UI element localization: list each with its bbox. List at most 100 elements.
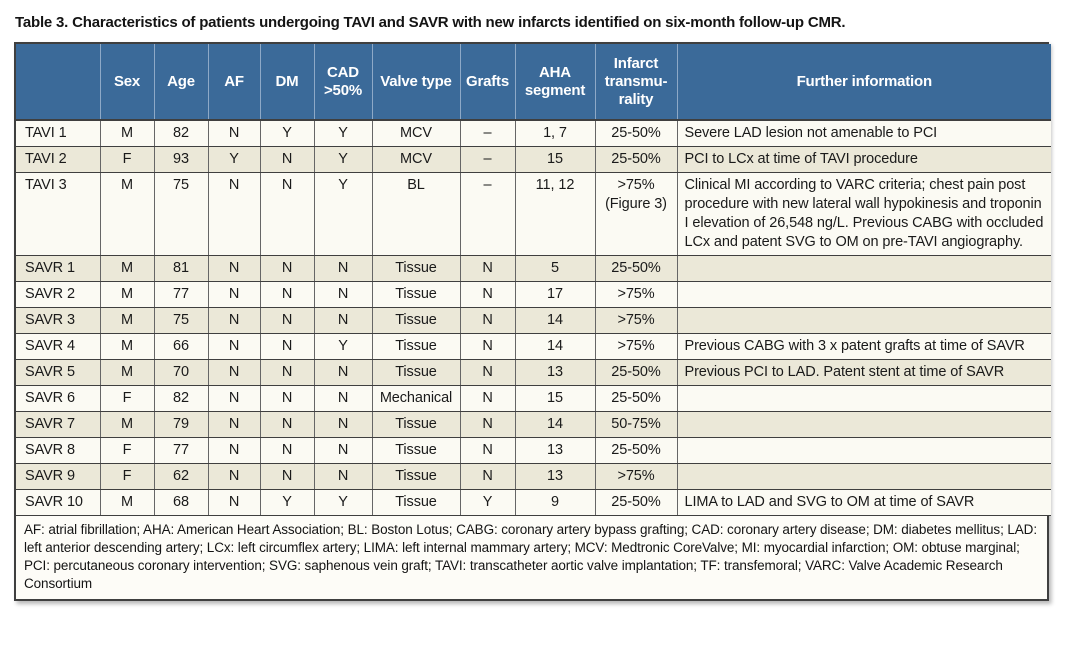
header-cell-id — [16, 44, 101, 121]
table-header-row: Sex Age AF DM CAD >50% Valve type Grafts AHA se… — [16, 44, 1051, 121]
cell-sex: M — [100, 307, 155, 334]
cell-age: 82 — [154, 385, 209, 412]
cell-sex: F — [100, 437, 155, 464]
cell-cad: N — [314, 437, 373, 464]
cell-id: SAVR 1 — [16, 255, 101, 282]
cell-af: N — [208, 120, 261, 147]
cell-dm: N — [260, 146, 315, 173]
cell-age: 81 — [154, 255, 209, 282]
cell-age: 79 — [154, 411, 209, 438]
abbreviations-footnote: AF: atrial fibrillation; AHA: American H… — [16, 516, 1047, 599]
cell-transmurality: 25-50% — [595, 489, 678, 516]
cell-valve: Tissue — [372, 411, 461, 438]
table-row: SAVR 5 M 70 N N N Tissue N 13 25-50% Previous PCI … — [16, 359, 1051, 386]
cell-aha: 13 — [515, 463, 596, 490]
cell-aha: 9 — [515, 489, 596, 516]
cell-cad: Y — [314, 489, 373, 516]
header-cell-info: Further information — [677, 44, 1051, 121]
cell-cad: N — [314, 359, 373, 386]
cell-age: 77 — [154, 437, 209, 464]
cell-dm: N — [260, 385, 315, 412]
cell-age: 82 — [154, 120, 209, 147]
cell-transmurality: >75% — [595, 333, 678, 360]
cell-af: N — [208, 307, 261, 334]
cell-aha: 11, 12 — [515, 172, 596, 256]
cell-info: PCI to LCx at time of TAVI procedure — [677, 146, 1051, 173]
cell-age: 77 — [154, 281, 209, 308]
cell-id: SAVR 8 — [16, 437, 101, 464]
cell-grafts: N — [460, 359, 516, 386]
cell-transmurality: >75% (Figure 3) — [595, 172, 678, 256]
cell-sex: M — [100, 120, 155, 147]
table-row: TAVI 1 M 82 N Y Y MCV –1, 7 25-50% Severe LAD les… — [16, 120, 1051, 147]
cell-id: SAVR 4 — [16, 333, 101, 360]
cell-info — [677, 437, 1051, 464]
cell-valve: MCV — [372, 146, 461, 173]
cell-dm: Y — [260, 120, 315, 147]
cell-transmurality: 50-75% — [595, 411, 678, 438]
cell-af: N — [208, 255, 261, 282]
cell-sex: F — [100, 385, 155, 412]
table-row: SAVR 4 M 66 N N Y Tissue N 14 >75% Previous CABG w… — [16, 333, 1051, 360]
table-body: TAVI 1 M 82 N Y Y MCV –1, 7 25-50% Severe LAD les… — [16, 120, 1051, 516]
cell-af: N — [208, 359, 261, 386]
header-cell-dm: DM — [260, 44, 315, 121]
cell-cad: Y — [314, 333, 373, 360]
cell-info: Previous PCI to LAD. Patent stent at tim… — [677, 359, 1051, 386]
cell-grafts: – — [460, 146, 516, 173]
cell-valve: Tissue — [372, 359, 461, 386]
table-row: SAVR 6 F 82 N N N Mechanical N 15 25-50% — [16, 385, 1051, 412]
cell-cad: N — [314, 307, 373, 334]
cell-aha: 13 — [515, 437, 596, 464]
patients-table: Sex Age AF DM CAD >50% Valve type Grafts AHA se… — [16, 44, 1051, 516]
cell-age: 75 — [154, 172, 209, 256]
header-cell-age: Age — [154, 44, 209, 121]
cell-age: 62 — [154, 463, 209, 490]
cell-grafts: N — [460, 281, 516, 308]
cell-id: SAVR 7 — [16, 411, 101, 438]
cell-id: TAVI 1 — [16, 120, 101, 147]
cell-aha: 15 — [515, 146, 596, 173]
cell-valve: Tissue — [372, 489, 461, 516]
cell-sex: F — [100, 463, 155, 490]
cell-aha: 1, 7 — [515, 120, 596, 147]
cell-grafts: N — [460, 463, 516, 490]
cell-valve: Tissue — [372, 463, 461, 490]
table-row: SAVR 10 M 68 N Y Y Tissue Y 9 25-50% LIMA to LAD a… — [16, 489, 1051, 516]
cell-af: N — [208, 463, 261, 490]
table-row: SAVR 2 M 77 N N N Tissue N 17 >75% — [16, 281, 1051, 308]
cell-id: SAVR 5 — [16, 359, 101, 386]
cell-id: TAVI 3 — [16, 172, 101, 256]
cell-af: N — [208, 172, 261, 256]
cell-valve: BL — [372, 172, 461, 256]
cell-id: SAVR 9 — [16, 463, 101, 490]
cell-aha: 14 — [515, 307, 596, 334]
cell-valve: Tissue — [372, 281, 461, 308]
cell-info — [677, 411, 1051, 438]
cell-valve: MCV — [372, 120, 461, 147]
cell-grafts: N — [460, 411, 516, 438]
cell-af: N — [208, 489, 261, 516]
cell-transmurality: 25-50% — [595, 359, 678, 386]
cell-info: Severe LAD lesion not amenable to PCI — [677, 120, 1051, 147]
cell-sex: M — [100, 411, 155, 438]
cell-cad: Y — [314, 172, 373, 256]
patients-table-container: Sex Age AF DM CAD >50% Valve type Grafts AHA se… — [14, 42, 1051, 601]
header-cell-valve: Valve type — [372, 44, 461, 121]
cell-dm: N — [260, 359, 315, 386]
cell-grafts: N — [460, 333, 516, 360]
cell-cad: Y — [314, 146, 373, 173]
table-row: TAVI 2 F 93 Y N Y MCV –15 25-50% PCI to LCx at ti… — [16, 146, 1051, 173]
cell-aha: 14 — [515, 411, 596, 438]
table-row: SAVR 8 F 77 N N N Tissue N 13 25-50% — [16, 437, 1051, 464]
cell-cad: Y — [314, 120, 373, 147]
page: Table 3. Characteristics of patients und… — [14, 14, 1051, 601]
cell-sex: M — [100, 281, 155, 308]
cell-dm: N — [260, 281, 315, 308]
cell-transmurality: 25-50% — [595, 385, 678, 412]
cell-info: Clinical MI according to VARC criteria; … — [677, 172, 1051, 256]
cell-grafts: – — [460, 120, 516, 147]
header-cell-cad: CAD >50% — [314, 44, 373, 121]
cell-cad: N — [314, 385, 373, 412]
cell-grafts: N — [460, 385, 516, 412]
